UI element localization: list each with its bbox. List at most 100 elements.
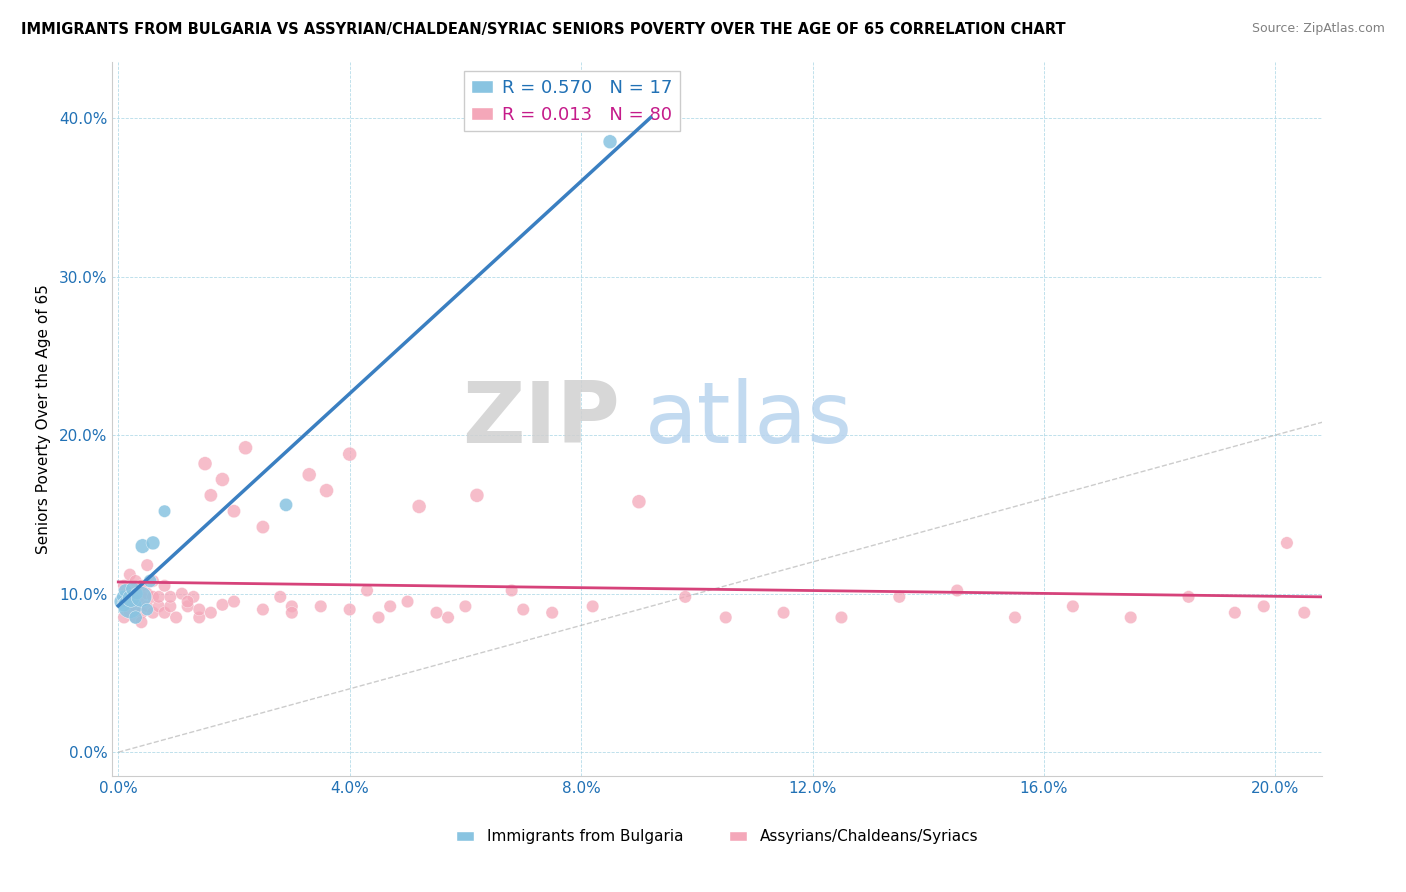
Point bbox=[136, 558, 159, 573]
Point bbox=[211, 473, 233, 487]
Point bbox=[269, 590, 291, 604]
Point bbox=[118, 567, 141, 582]
Point bbox=[1294, 606, 1316, 620]
Point bbox=[274, 498, 297, 512]
Point bbox=[124, 587, 146, 601]
Point bbox=[367, 610, 389, 624]
Point bbox=[194, 457, 217, 471]
Point bbox=[339, 447, 361, 461]
Point bbox=[425, 606, 447, 620]
Point bbox=[125, 587, 148, 601]
Point bbox=[118, 590, 141, 604]
Point bbox=[339, 602, 361, 616]
Point bbox=[176, 594, 198, 608]
Point bbox=[111, 590, 134, 604]
Point bbox=[437, 610, 460, 624]
Point bbox=[148, 599, 170, 614]
Point bbox=[131, 615, 153, 630]
Point bbox=[114, 583, 136, 598]
Point bbox=[148, 590, 170, 604]
Point bbox=[222, 504, 245, 518]
Point bbox=[1275, 536, 1298, 550]
Point bbox=[136, 587, 159, 601]
Point bbox=[1253, 599, 1275, 614]
Point bbox=[222, 594, 245, 608]
Point bbox=[165, 610, 187, 624]
Point bbox=[298, 467, 321, 482]
Point bbox=[200, 488, 222, 502]
Point bbox=[142, 590, 165, 604]
Point bbox=[235, 441, 257, 455]
Y-axis label: Seniors Poverty Over the Age of 65: Seniors Poverty Over the Age of 65 bbox=[35, 285, 51, 554]
Point bbox=[281, 599, 304, 614]
Point bbox=[188, 610, 211, 624]
Point bbox=[112, 610, 135, 624]
Point bbox=[183, 590, 205, 604]
Point bbox=[118, 583, 141, 598]
Point bbox=[118, 599, 141, 614]
Point bbox=[124, 610, 146, 624]
Point bbox=[142, 574, 165, 588]
Point bbox=[946, 583, 969, 598]
Point bbox=[627, 494, 650, 508]
Point bbox=[112, 598, 135, 612]
Point bbox=[159, 599, 181, 614]
Point bbox=[252, 520, 274, 534]
Point bbox=[124, 599, 146, 614]
Legend: Immigrants from Bulgaria, Assyrians/Chaldeans/Syriacs: Immigrants from Bulgaria, Assyrians/Chal… bbox=[450, 823, 984, 850]
Point bbox=[159, 590, 181, 604]
Point bbox=[170, 587, 193, 601]
Point bbox=[830, 610, 852, 624]
Point bbox=[139, 574, 162, 588]
Point bbox=[673, 590, 696, 604]
Point bbox=[124, 574, 146, 588]
Point bbox=[315, 483, 337, 498]
Point bbox=[889, 590, 911, 604]
Point bbox=[200, 606, 222, 620]
Point bbox=[153, 606, 176, 620]
Point bbox=[124, 610, 146, 624]
Point bbox=[356, 583, 378, 598]
Point bbox=[772, 606, 794, 620]
Point bbox=[131, 539, 153, 553]
Point bbox=[118, 606, 141, 620]
Point bbox=[120, 591, 142, 606]
Point bbox=[131, 590, 153, 604]
Point bbox=[112, 594, 135, 608]
Point bbox=[380, 599, 402, 614]
Point bbox=[465, 488, 488, 502]
Point bbox=[396, 594, 419, 608]
Point bbox=[1119, 610, 1142, 624]
Point bbox=[188, 602, 211, 616]
Point bbox=[541, 606, 564, 620]
Point bbox=[1062, 599, 1084, 614]
Point bbox=[153, 504, 176, 518]
Point bbox=[142, 536, 165, 550]
Point bbox=[131, 606, 153, 620]
Point bbox=[112, 579, 135, 593]
Text: IMMIGRANTS FROM BULGARIA VS ASSYRIAN/CHALDEAN/SYRIAC SENIORS POVERTY OVER THE AG: IMMIGRANTS FROM BULGARIA VS ASSYRIAN/CHA… bbox=[21, 22, 1066, 37]
Point bbox=[153, 579, 176, 593]
Point bbox=[408, 500, 430, 514]
Text: ZIP: ZIP bbox=[463, 377, 620, 461]
Point bbox=[136, 602, 159, 616]
Point bbox=[309, 599, 332, 614]
Point bbox=[121, 582, 143, 596]
Point bbox=[501, 583, 523, 598]
Point bbox=[599, 135, 621, 149]
Text: Source: ZipAtlas.com: Source: ZipAtlas.com bbox=[1251, 22, 1385, 36]
Point bbox=[136, 599, 159, 614]
Point bbox=[131, 579, 153, 593]
Point bbox=[582, 599, 605, 614]
Point bbox=[1223, 606, 1246, 620]
Point bbox=[1004, 610, 1026, 624]
Point bbox=[111, 594, 134, 608]
Point bbox=[131, 590, 153, 604]
Point bbox=[454, 599, 477, 614]
Point bbox=[281, 606, 304, 620]
Point bbox=[176, 599, 198, 614]
Point bbox=[714, 610, 737, 624]
Point bbox=[512, 602, 534, 616]
Point bbox=[142, 606, 165, 620]
Point bbox=[211, 598, 233, 612]
